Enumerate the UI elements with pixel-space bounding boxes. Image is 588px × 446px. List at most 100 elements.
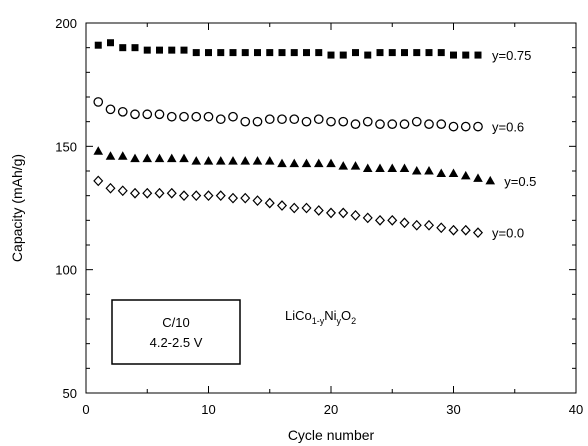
x-tick-label: 20 xyxy=(324,402,338,417)
data-point xyxy=(338,161,349,170)
data-point xyxy=(217,49,225,57)
data-point xyxy=(241,49,249,57)
data-point xyxy=(191,156,202,165)
data-point xyxy=(339,51,347,59)
data-point xyxy=(460,121,471,132)
data-point xyxy=(436,222,447,234)
data-point xyxy=(252,156,263,165)
data-point xyxy=(117,185,128,197)
data-point xyxy=(228,111,238,122)
data-point xyxy=(472,227,484,239)
data-point xyxy=(203,111,214,122)
data-point xyxy=(424,166,434,175)
data-point xyxy=(105,104,116,115)
data-point xyxy=(252,116,263,127)
data-point xyxy=(315,49,323,57)
data-point xyxy=(205,49,212,57)
data-point xyxy=(473,173,483,182)
series-label: y=0.6 xyxy=(492,120,524,135)
formula-sub2: y xyxy=(337,316,342,326)
data-point xyxy=(460,224,471,236)
data-point xyxy=(168,46,176,54)
data-point xyxy=(374,214,386,226)
data-point xyxy=(350,119,361,129)
data-point xyxy=(326,158,336,168)
data-point xyxy=(264,156,275,165)
x-tick-label: 10 xyxy=(201,402,215,417)
formula-mid: Ni xyxy=(324,308,336,323)
data-point xyxy=(301,202,312,214)
data-point xyxy=(485,175,496,185)
data-point xyxy=(313,205,324,216)
y-tick-label: 50 xyxy=(63,386,77,401)
data-point xyxy=(448,168,459,177)
data-point xyxy=(229,49,237,57)
formula-sub1: 1-y xyxy=(312,316,325,326)
data-point xyxy=(142,109,153,120)
data-point xyxy=(325,207,337,219)
data-point xyxy=(166,187,177,199)
data-point xyxy=(413,49,421,57)
compound-formula: LiCo1-yNiyO2 xyxy=(285,308,356,326)
data-point xyxy=(180,46,188,54)
data-point xyxy=(192,49,200,57)
x-tick-label: 40 xyxy=(569,402,583,417)
data-point xyxy=(436,168,447,177)
data-point xyxy=(117,151,128,160)
x-tick-label: 0 xyxy=(82,402,89,417)
data-point xyxy=(178,190,190,202)
series-label: y=0.0 xyxy=(492,226,524,241)
data-point xyxy=(264,197,275,209)
data-point xyxy=(387,163,398,173)
data-point xyxy=(107,39,114,47)
data-point xyxy=(289,158,300,168)
x-axis-title: Cycle number xyxy=(288,427,375,443)
data-point xyxy=(448,224,459,236)
data-point xyxy=(191,111,202,122)
data-point xyxy=(154,187,165,199)
data-point xyxy=(131,44,139,52)
data-point xyxy=(154,153,165,163)
condition-voltage: 4.2-2.5 V xyxy=(150,335,203,350)
data-point xyxy=(179,153,189,163)
data-point xyxy=(303,49,310,57)
data-point xyxy=(264,114,275,125)
data-point xyxy=(142,153,153,163)
data-point xyxy=(436,119,447,129)
formula-base: LiCo xyxy=(285,308,312,323)
formula-sub3: 2 xyxy=(351,316,356,326)
formula-end: O xyxy=(341,308,351,323)
data-point xyxy=(301,116,312,127)
data-point xyxy=(364,51,372,59)
data-point xyxy=(387,214,398,226)
data-point xyxy=(462,51,470,59)
data-point xyxy=(313,114,324,125)
data-point xyxy=(376,49,384,57)
data-point xyxy=(215,156,226,165)
condition-box xyxy=(111,299,241,365)
data-point xyxy=(93,97,104,107)
data-point xyxy=(142,187,153,199)
data-point xyxy=(411,166,422,175)
y-axis-title: Capacity (mAh/g) xyxy=(9,154,25,262)
data-point xyxy=(289,114,300,125)
data-point xyxy=(327,51,335,59)
x-tick-label: 30 xyxy=(446,402,460,417)
data-point xyxy=(474,51,482,59)
data-point xyxy=(277,114,287,125)
y-tick-label: 100 xyxy=(55,263,77,278)
data-point xyxy=(350,161,361,170)
data-point xyxy=(130,153,140,163)
data-marks xyxy=(93,39,496,239)
data-point xyxy=(179,111,189,122)
data-point xyxy=(387,119,398,129)
data-point xyxy=(203,190,214,202)
data-point xyxy=(350,210,361,221)
data-point xyxy=(338,207,349,219)
axis-ticks xyxy=(85,22,577,394)
data-point xyxy=(93,175,104,187)
data-point xyxy=(437,49,445,57)
condition-rate: C/10 xyxy=(162,315,189,330)
data-point xyxy=(424,119,434,129)
